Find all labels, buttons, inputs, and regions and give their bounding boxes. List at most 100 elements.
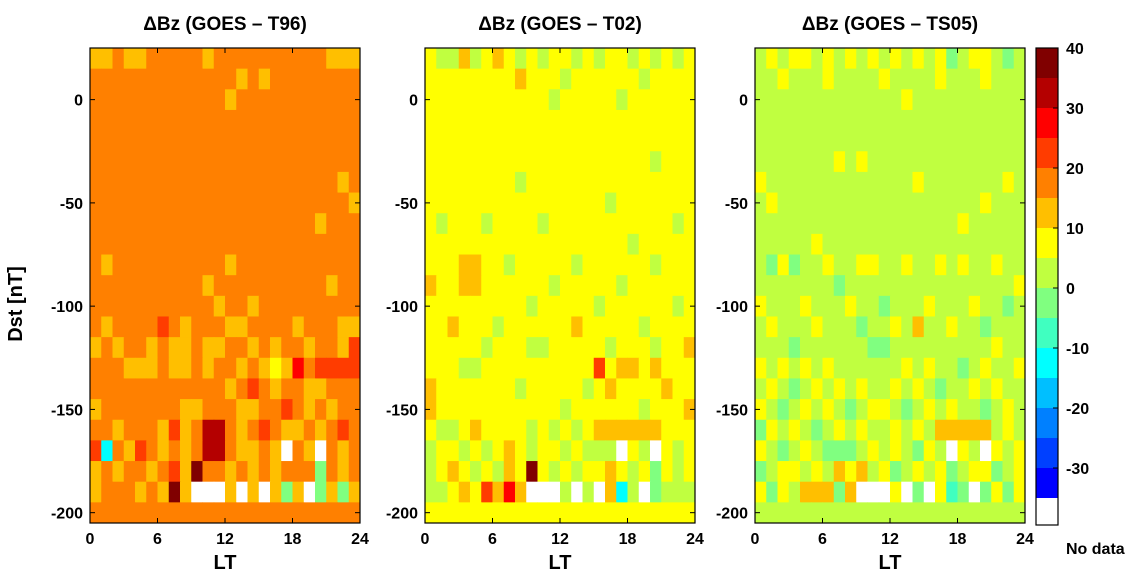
- heatmap-cell: [225, 233, 237, 256]
- heatmap-cell: [650, 89, 662, 111]
- heatmap-cell: [867, 109, 880, 132]
- heatmap-cell: [146, 461, 158, 483]
- heatmap-cell: [492, 233, 505, 256]
- heatmap-cell: [515, 109, 527, 132]
- heatmap-cell: [980, 233, 992, 256]
- heatmap-cell: [213, 151, 226, 173]
- heatmap-cell: [638, 357, 651, 379]
- heatmap-cell: [548, 461, 561, 483]
- heatmap-cell: [616, 68, 628, 90]
- heatmap-cell: [766, 171, 778, 194]
- heatmap-cell: [247, 48, 260, 70]
- heatmap-cell: [878, 378, 891, 400]
- heatmap-cell: [157, 461, 170, 483]
- heatmap-cell: [447, 399, 460, 421]
- heatmap-cell: [537, 130, 550, 152]
- heatmap-cell: [492, 171, 505, 194]
- heatmap-cell: [135, 254, 147, 276]
- heatmap-cell: [168, 316, 181, 338]
- heatmap-cell: [503, 89, 516, 111]
- heatmap-cell: [766, 399, 778, 421]
- heatmap-cell: [526, 502, 538, 524]
- heatmap-cell: [337, 68, 350, 90]
- heatmap-cell: [315, 254, 327, 276]
- heatmap-cell: [146, 213, 158, 235]
- heatmap-cell: [135, 48, 147, 70]
- heatmap-cell: [822, 419, 835, 441]
- heatmap-cell: [492, 316, 505, 338]
- heatmap-cell: [833, 48, 846, 70]
- heatmap-cell: [492, 254, 505, 276]
- heatmap-cell: [560, 316, 572, 338]
- heatmap-cell: [191, 440, 203, 462]
- heatmap-cell: [225, 213, 237, 235]
- heatmap-cell: [112, 151, 125, 173]
- heatmap-cell: [292, 502, 305, 524]
- heatmap-cell: [867, 213, 880, 235]
- heatmap-cell: [845, 213, 857, 235]
- heatmap-cell: [458, 48, 471, 70]
- heatmap-cell: [811, 254, 823, 276]
- heatmap-cell: [101, 109, 113, 132]
- heatmap-cell: [447, 68, 460, 90]
- heatmap-cell: [146, 502, 158, 524]
- heatmap-cell: [548, 213, 561, 235]
- heatmap-cell: [683, 502, 696, 524]
- heatmap-cell: [157, 357, 170, 379]
- heatmap-cell: [845, 481, 857, 503]
- heatmap-cell: [946, 130, 958, 152]
- heatmap-cell: [672, 440, 685, 462]
- heatmap-cell: [470, 130, 482, 152]
- heatmap-cell: [270, 171, 282, 194]
- heatmap-cell: [537, 233, 550, 256]
- heatmap-cell: [348, 89, 361, 111]
- heatmap-cell: [845, 68, 857, 90]
- heatmap-cell: [503, 213, 516, 235]
- heatmap-cell: [123, 275, 136, 297]
- heatmap-cell: [168, 130, 181, 152]
- heatmap-cell: [447, 337, 460, 359]
- heatmap-cell: [822, 68, 835, 90]
- heatmap-cell: [890, 419, 902, 441]
- heatmap-cell: [526, 254, 538, 276]
- heatmap-cell: [991, 130, 1003, 152]
- heatmap-cell: [101, 295, 113, 317]
- heatmap-cell: [968, 192, 981, 214]
- heatmap-cell: [292, 68, 305, 90]
- heatmap-cell: [856, 254, 868, 276]
- heatmap-cell: [515, 502, 527, 524]
- heatmap-cell: [1013, 502, 1026, 524]
- heatmap-cell: [135, 295, 147, 317]
- heatmap-cell: [627, 151, 640, 173]
- heatmap-cell: [503, 399, 516, 421]
- heatmap-cell: [777, 399, 790, 421]
- heatmap-cell: [537, 419, 550, 441]
- heatmap-cell: [672, 481, 685, 503]
- heatmap-cell: [638, 295, 651, 317]
- heatmap-cell: [526, 171, 538, 194]
- heatmap-cell: [458, 481, 471, 503]
- heatmap-cell: [912, 89, 925, 111]
- heatmap-cell: [811, 481, 823, 503]
- heatmap-cell: [270, 461, 282, 483]
- heatmap-cell: [683, 337, 696, 359]
- heatmap-cell: [436, 151, 448, 173]
- heatmap-cell: [123, 481, 136, 503]
- heatmap-cell: [582, 192, 595, 214]
- heatmap-cell: [991, 254, 1003, 276]
- heatmap-cell: [258, 254, 271, 276]
- heatmap-cell: [526, 481, 538, 503]
- heatmap-cell: [337, 357, 350, 379]
- heatmap-cell: [337, 275, 350, 297]
- heatmap-cell: [191, 254, 203, 276]
- heatmap-cell: [627, 213, 640, 235]
- heatmap-cell: [270, 89, 282, 111]
- heatmap-cell: [481, 357, 493, 379]
- heatmap-cell: [845, 254, 857, 276]
- heatmap-cell: [560, 419, 572, 441]
- heatmap-cell: [627, 357, 640, 379]
- heatmap-cell: [458, 233, 471, 256]
- heatmap-cell: [236, 89, 248, 111]
- heatmap-cell: [661, 378, 673, 400]
- heatmap-cell: [935, 295, 947, 317]
